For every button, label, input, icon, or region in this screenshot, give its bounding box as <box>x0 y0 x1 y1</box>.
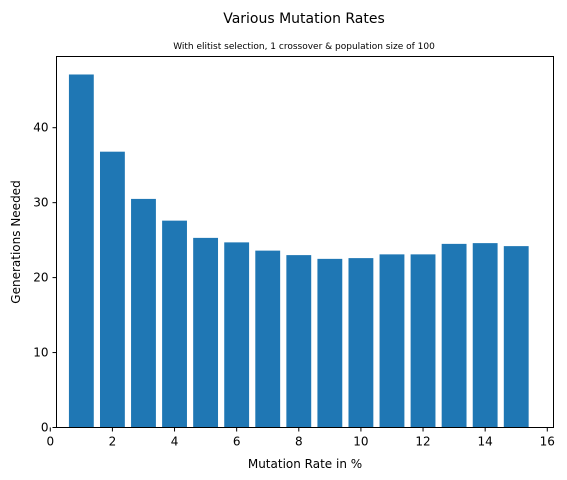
bar-4 <box>162 220 187 428</box>
x-tick-label: 10 <box>353 435 368 449</box>
bar-3 <box>131 198 156 428</box>
bar-15 <box>503 246 529 428</box>
y-axis-label: Generations Needed <box>9 180 23 303</box>
bar-13 <box>441 243 467 428</box>
y-tick-label: 0 <box>41 421 49 435</box>
x-tick-label: 14 <box>478 435 493 449</box>
plot-frame <box>56 56 554 428</box>
y-tick-label: 20 <box>33 271 48 285</box>
x-axis-label: Mutation Rate in % <box>248 457 362 471</box>
x-tick-label: 12 <box>415 435 430 449</box>
x-axis-ticks: 0 2 4 6 8 10 12 14 16 <box>46 427 555 449</box>
y-tick-label: 40 <box>33 121 48 135</box>
bar-12 <box>410 254 436 428</box>
x-tick-label: 0 <box>46 435 54 449</box>
chart-subtitle: With elitist selection, 1 crossover & po… <box>173 42 435 52</box>
bars-group <box>68 74 529 428</box>
bar-6 <box>224 242 250 428</box>
bar-14 <box>472 243 498 428</box>
x-tick-label: 16 <box>540 435 555 449</box>
x-tick-label: 8 <box>295 435 303 449</box>
bar-7 <box>255 250 281 428</box>
y-tick-label: 10 <box>33 346 48 360</box>
bar-1 <box>68 74 94 428</box>
bar-10 <box>348 258 374 428</box>
x-tick-label: 6 <box>233 435 241 449</box>
x-tick-label: 4 <box>171 435 179 449</box>
y-tick-label: 30 <box>33 196 48 210</box>
bar-8 <box>286 255 312 428</box>
bar-2 <box>99 151 125 428</box>
bar-11 <box>379 254 405 428</box>
chart-title: Various Mutation Rates <box>223 11 385 27</box>
bar-5 <box>193 237 219 428</box>
x-tick-label: 2 <box>109 435 117 449</box>
bar-9 <box>317 258 343 428</box>
y-axis-ticks: 0 10 20 30 40 <box>33 121 57 435</box>
